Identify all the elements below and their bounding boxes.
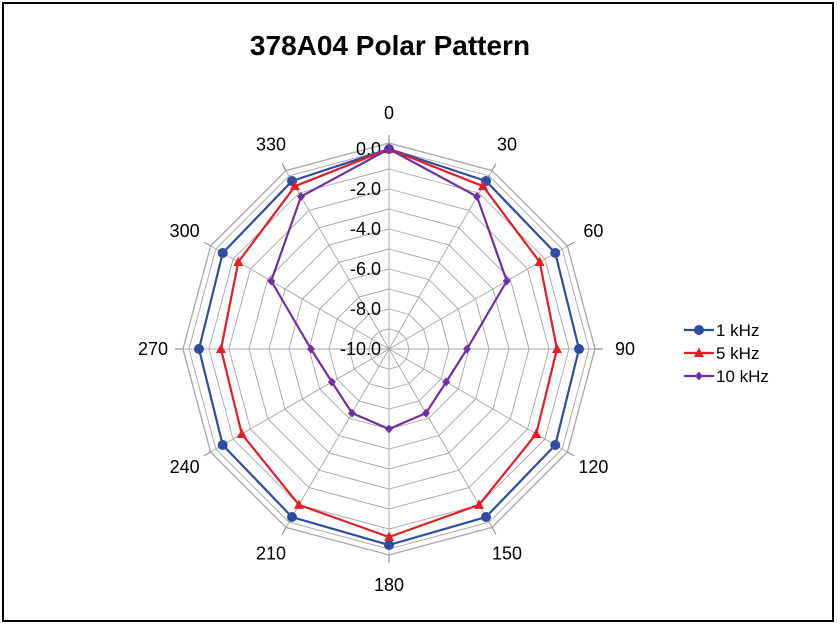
legend-marker <box>694 325 704 335</box>
data-point <box>534 256 545 266</box>
legend-item: 1 kHz <box>684 321 759 340</box>
angle-labels: 0 30 60 90 120 150 180 210 240 270 300 330 <box>138 103 635 595</box>
polar-spokes <box>175 135 603 563</box>
grid-spoke <box>285 170 390 350</box>
series-group <box>194 143 584 550</box>
angle-tick <box>281 527 287 535</box>
data-point <box>531 428 542 438</box>
angle-tick-label: 0 <box>384 103 394 123</box>
data-point <box>287 512 297 523</box>
data-point <box>216 343 226 353</box>
angle-tick <box>281 163 287 171</box>
chart-title: 378A04 Polar Pattern <box>249 30 531 61</box>
data-point <box>384 531 394 541</box>
data-point <box>473 192 481 202</box>
radial-tick-label: -2.0 <box>350 179 381 199</box>
legend-marker <box>694 347 704 357</box>
data-point <box>217 248 228 258</box>
data-point <box>294 499 304 509</box>
data-point <box>478 180 488 191</box>
data-point <box>552 343 562 353</box>
angle-tick-label: 150 <box>492 543 522 563</box>
grid-spoke <box>388 348 568 453</box>
data-point <box>307 344 315 354</box>
legend-item: 5 kHz <box>684 344 759 363</box>
angle-tick-label: 300 <box>170 221 200 241</box>
data-point <box>297 192 305 202</box>
data-point <box>550 248 561 258</box>
angle-tick <box>203 241 211 247</box>
data-point <box>236 428 247 438</box>
angle-tick <box>203 451 211 457</box>
data-point <box>474 499 484 509</box>
angle-tick-label: 270 <box>138 339 168 359</box>
grid-spoke <box>210 348 390 453</box>
data-point <box>442 377 451 387</box>
radial-tick-label: -8.0 <box>350 299 381 319</box>
radial-tick-label: -4.0 <box>350 219 381 239</box>
data-point <box>217 440 228 450</box>
data-point <box>267 276 276 286</box>
angle-tick <box>567 241 575 247</box>
data-point <box>290 180 300 191</box>
data-point <box>385 424 393 434</box>
data-point <box>463 344 471 354</box>
grid-spoke <box>388 170 493 350</box>
angle-tick-label: 120 <box>578 457 608 477</box>
series-5-khz <box>216 143 562 541</box>
data-point <box>502 276 511 286</box>
angle-tick-label: 240 <box>170 457 200 477</box>
angle-tick-label: 180 <box>374 575 404 595</box>
legend: 1 kHz 5 kHz 10 kHz <box>684 321 769 386</box>
radial-tick-label: -6.0 <box>350 259 381 279</box>
angle-tick <box>491 163 497 171</box>
legend-label: 10 kHz <box>716 367 769 386</box>
data-point <box>550 440 561 450</box>
data-point <box>384 540 394 550</box>
data-point <box>327 377 336 387</box>
data-point <box>194 344 204 354</box>
angle-tick-label: 330 <box>256 135 286 155</box>
data-point <box>574 344 584 354</box>
data-point <box>422 408 430 418</box>
angle-tick-label: 60 <box>583 221 603 241</box>
legend-label: 1 kHz <box>716 321 759 340</box>
angle-tick <box>491 527 497 535</box>
legend-item: 10 kHz <box>684 367 769 386</box>
data-point <box>233 256 244 266</box>
radial-tick-label: -10.0 <box>340 339 381 359</box>
legend-marker <box>695 371 703 381</box>
angle-tick-label: 30 <box>497 135 517 155</box>
grid-spoke <box>388 348 493 528</box>
data-point <box>348 408 356 418</box>
data-point <box>385 144 393 154</box>
data-point <box>481 512 491 523</box>
angle-tick-label: 90 <box>615 339 635 359</box>
series-10-khz <box>267 144 511 434</box>
angle-tick <box>567 451 575 457</box>
grid-spoke <box>285 348 390 528</box>
legend-label: 5 kHz <box>716 344 759 363</box>
angle-tick-label: 210 <box>256 543 286 563</box>
